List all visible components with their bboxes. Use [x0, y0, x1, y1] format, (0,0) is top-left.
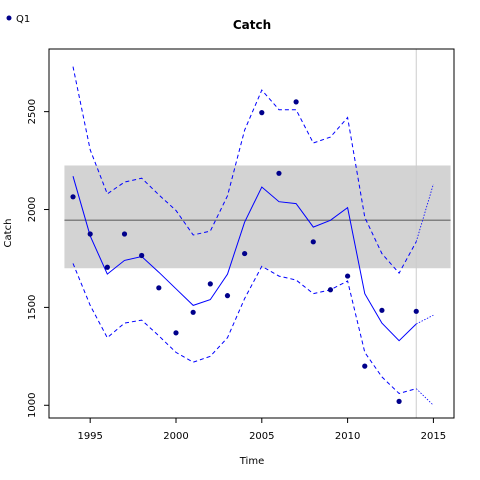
x-tick-label: 1995 [77, 431, 102, 442]
observed-point [310, 239, 316, 245]
projection-lower-line [415, 388, 434, 406]
chart-title: Catch [233, 18, 271, 32]
x-axis-label: Time [239, 456, 264, 467]
y-axis-label: Catch [3, 219, 14, 248]
observed-point [190, 309, 196, 315]
y-tick-label: 1000 [27, 393, 38, 418]
projection-upper-line [415, 183, 434, 242]
observed-point [121, 231, 128, 237]
reference-band [64, 165, 451, 269]
x-tick-label: 2000 [163, 431, 188, 442]
observed-point [413, 308, 419, 314]
fit-median-line [72, 176, 417, 342]
observed-point [87, 231, 93, 237]
plot-frame [48, 48, 455, 419]
legend-label-q1: Q1 [16, 14, 30, 25]
observed-point [396, 398, 402, 404]
y-tick-label: 2000 [27, 197, 38, 222]
observed-point [139, 252, 145, 259]
observed-point [224, 293, 231, 299]
x-axis: 1995 2000 2005 2010 2015 [77, 418, 446, 442]
observed-point [242, 250, 248, 257]
observed-point [379, 307, 385, 313]
observed-point [104, 264, 110, 270]
legend-marker-q1 [6, 15, 12, 21]
observed-point [173, 330, 179, 336]
observed-point [259, 110, 265, 116]
y-tick-label: 2500 [27, 99, 38, 124]
observed-point [345, 273, 351, 279]
x-tick-label: 2015 [421, 431, 446, 442]
observed-point [362, 363, 368, 369]
observed-point [293, 99, 299, 105]
fit-upper-line [72, 66, 417, 274]
observed-point [70, 194, 76, 200]
observed-point [327, 287, 334, 293]
projection-median-line [416, 314, 434, 325]
x-tick-label: 2010 [335, 431, 360, 442]
y-axis: 1000 1500 2000 2500 [27, 99, 49, 418]
observed-point [207, 281, 213, 287]
y-tick-label: 1500 [27, 295, 38, 320]
observed-point [156, 285, 162, 291]
fit-lower-line [72, 263, 417, 395]
x-tick-label: 2005 [249, 431, 274, 442]
plot-area [64, 49, 451, 418]
legend: Q1 [6, 14, 30, 25]
observed-point [276, 170, 282, 176]
